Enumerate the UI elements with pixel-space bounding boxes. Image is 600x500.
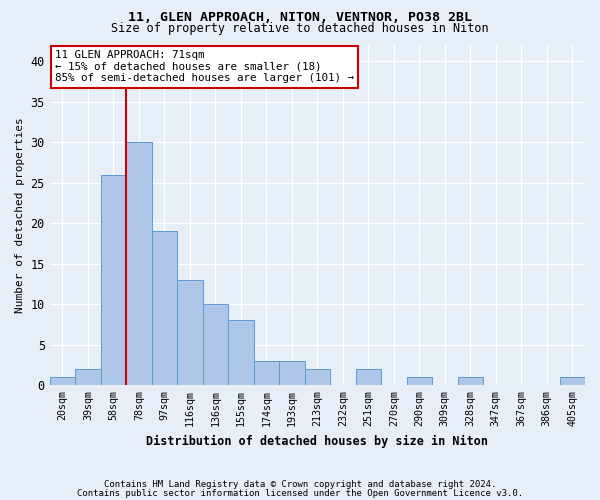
Text: Contains public sector information licensed under the Open Government Licence v3: Contains public sector information licen… <box>77 488 523 498</box>
Bar <box>560 377 585 385</box>
Y-axis label: Number of detached properties: Number of detached properties <box>15 117 25 313</box>
Bar <box>254 361 279 385</box>
Bar <box>279 361 305 385</box>
Bar <box>407 377 432 385</box>
Bar <box>203 304 228 385</box>
X-axis label: Distribution of detached houses by size in Niton: Distribution of detached houses by size … <box>146 434 488 448</box>
Text: Contains HM Land Registry data © Crown copyright and database right 2024.: Contains HM Land Registry data © Crown c… <box>104 480 496 489</box>
Bar <box>228 320 254 385</box>
Bar <box>50 377 75 385</box>
Text: Size of property relative to detached houses in Niton: Size of property relative to detached ho… <box>111 22 489 35</box>
Bar <box>75 369 101 385</box>
Text: 11 GLEN APPROACH: 71sqm
← 15% of detached houses are smaller (18)
85% of semi-de: 11 GLEN APPROACH: 71sqm ← 15% of detache… <box>55 50 354 84</box>
Bar <box>152 232 177 385</box>
Bar <box>356 369 381 385</box>
Bar <box>458 377 483 385</box>
Bar <box>305 369 330 385</box>
Text: 11, GLEN APPROACH, NITON, VENTNOR, PO38 2BL: 11, GLEN APPROACH, NITON, VENTNOR, PO38 … <box>128 11 472 24</box>
Bar <box>126 142 152 385</box>
Bar <box>101 174 126 385</box>
Bar <box>177 280 203 385</box>
